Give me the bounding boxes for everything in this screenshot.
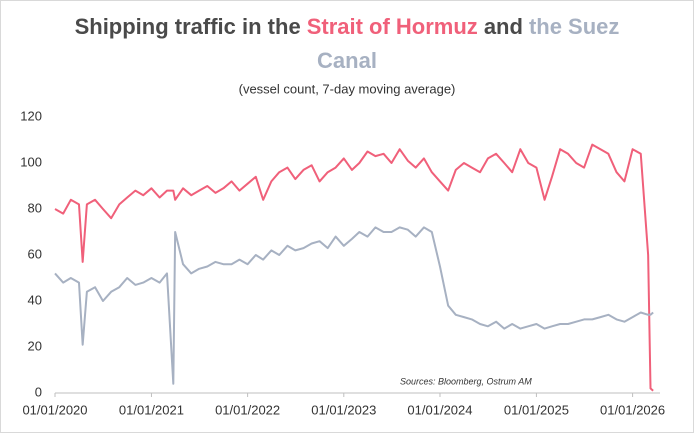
y-tick-label: 100 [20, 154, 42, 169]
title-part: the Suez [529, 14, 619, 39]
x-tick-label: 01/01/2022 [215, 402, 280, 417]
x-tick-label: 01/01/2024 [407, 402, 472, 417]
annotation: Sources: Bloomberg, Ostrum AM [400, 376, 532, 386]
x-tick-label: 01/01/2021 [119, 402, 184, 417]
title-part: and [484, 14, 523, 39]
x-tick-label: 01/01/2025 [504, 402, 569, 417]
x-tick-label: 01/01/2023 [311, 402, 376, 417]
y-tick-label: 40 [28, 292, 42, 307]
x-tick-label: 01/01/2020 [22, 402, 87, 417]
y-tick-label: 80 [28, 200, 42, 215]
title-part: Strait of Hormuz [307, 14, 478, 39]
y-tick-label: 0 [35, 384, 42, 399]
y-tick-label: 20 [28, 338, 42, 353]
chart-title: Shipping traffic in the Strait of Hormuz a… [75, 14, 620, 39]
x-tick-label: 01/01/2026 [600, 402, 665, 417]
y-tick-label: 60 [28, 246, 42, 261]
line-series [54, 143, 654, 392]
line-series [54, 226, 654, 385]
title-part: Shipping traffic in the [75, 14, 301, 39]
chart-title-line2: Canal [317, 48, 377, 73]
y-tick-label: 120 [20, 108, 42, 123]
title-part: Canal [317, 48, 377, 73]
subtitle: (vessel count, 7-day moving average) [239, 81, 456, 96]
